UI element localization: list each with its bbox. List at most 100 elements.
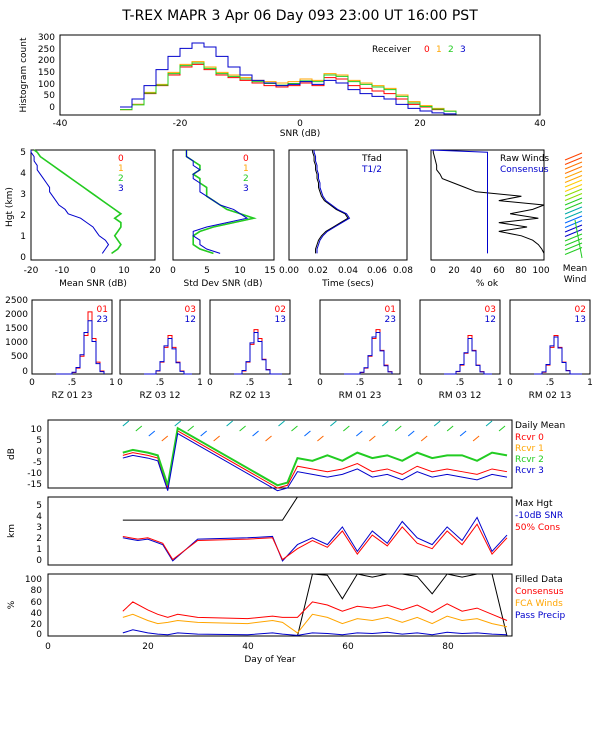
histogram-xlabel: SNR (dB) — [280, 129, 320, 139]
profile4-xticks: 0 20 40 60 80 100 — [430, 266, 550, 276]
wind-barb — [564, 211, 583, 219]
daily-wind-barb — [472, 435, 480, 442]
profile1-legend: 0 1 2 3 — [118, 154, 124, 194]
percent-xtick: 40 — [242, 642, 254, 652]
percent-series-Pass Precip — [122, 629, 508, 636]
percent-series — [122, 573, 508, 637]
profile1-xlabel: Mean SNR (dB) — [59, 279, 127, 289]
wind-label-2: Wind — [564, 275, 587, 285]
corr-xtick: 0 — [317, 378, 323, 388]
p4-xtick: 0 — [430, 266, 436, 276]
hist-ytick: 300 — [38, 33, 55, 43]
hist-xtick: 20 — [414, 119, 426, 129]
height-legend-snr: -10dB SNR — [515, 511, 563, 521]
histogram-xticks: -40 -20 0 20 40 — [53, 119, 546, 129]
daily-ytick: -15 — [27, 480, 42, 490]
corr-xlabel: RM 02 13 — [529, 391, 572, 401]
wind-label: Mean Wind — [563, 264, 588, 285]
profile-ytick: 2 — [20, 211, 26, 221]
profile3-frame — [288, 149, 408, 261]
percent-ytick: 80 — [31, 586, 43, 596]
time-series — [312, 150, 351, 254]
profile-ytick: 5 — [20, 148, 26, 158]
p1-xtick: -20 — [24, 266, 39, 276]
histogram-panel: Histogram count SNR (dB) 300 250 200 150… — [19, 33, 546, 139]
corr-frame — [209, 299, 291, 375]
daily-ytick: -5 — [33, 458, 42, 468]
corr-series-RM 13 — [534, 336, 582, 375]
height-ytick: 1 — [36, 545, 42, 555]
daily-wind-barb — [381, 420, 389, 427]
height-ytick: 3 — [36, 523, 42, 533]
height-series — [122, 496, 508, 562]
percent-ytick: 60 — [31, 598, 43, 608]
p4-legend-raw: Raw Winds — [500, 154, 549, 164]
daily-legend-r0: Rcvr 0 — [515, 433, 544, 443]
hist-xtick: -20 — [173, 119, 188, 129]
corr-tag-a: 02 — [575, 305, 586, 315]
profile-ytick: 3 — [20, 190, 26, 200]
percent-ytick: 20 — [31, 620, 43, 630]
daily-wind-barb — [174, 420, 182, 427]
daily-wind-barb — [161, 435, 169, 442]
corr-ytick: 1500 — [5, 324, 28, 334]
percent-series-FCA Winds — [122, 613, 508, 634]
corr-tag-b: 12 — [185, 315, 196, 325]
wind-barb — [564, 175, 583, 183]
p1-legend-3: 3 — [118, 184, 124, 194]
corr-xtick: .5 — [246, 378, 255, 388]
corr-ytick: 500 — [11, 352, 28, 362]
daily-legend-r2: Rcvr 2 — [515, 455, 544, 465]
percent-ylabel: % — [7, 600, 17, 609]
height-ytick: 4 — [36, 512, 42, 522]
profile-ytick: 4 — [20, 169, 26, 179]
percent-series-Consensus — [122, 601, 508, 621]
p2-legend-2: 2 — [243, 174, 249, 184]
corr-tag-b: 23 — [385, 315, 396, 325]
corr-xtick: 0 — [207, 378, 213, 388]
wind-barb — [564, 193, 583, 201]
corr-series-RZ 23 — [56, 320, 105, 375]
p2-xtick: 0 — [170, 266, 176, 276]
wind-barb — [564, 179, 583, 188]
p2-legend-0: 0 — [243, 154, 249, 164]
corr-series-RM 12 — [444, 337, 492, 375]
profile-ylabel: Hgt (km) — [5, 187, 15, 227]
legend-r1: 1 — [436, 45, 442, 55]
wind-barb — [564, 202, 583, 210]
percent-yticks: 100 80 60 40 20 0 — [25, 575, 42, 640]
corr-tag-b: 12 — [485, 315, 496, 325]
daily-frame — [47, 419, 513, 489]
corr-ytick: 2500 — [5, 296, 28, 306]
corr-tag-b: 23 — [97, 315, 108, 325]
corr-tag-a: 01 — [97, 305, 108, 315]
corr-xtick: 1 — [197, 378, 203, 388]
profile-series-3 — [185, 150, 249, 254]
p1-legend-0: 0 — [118, 154, 124, 164]
corr-ytick: 1000 — [5, 338, 28, 348]
corr-yticks: 2500 2000 1500 1000 500 0 — [5, 296, 28, 377]
p3-xtick: 0.06 — [367, 266, 387, 276]
wind-barb — [564, 152, 583, 161]
corr-ytick: 0 — [22, 367, 28, 377]
profile2-xlabel: Std Dev SNR (dB) — [184, 279, 263, 289]
p3-xtick: 0.02 — [308, 266, 328, 276]
wind-barb — [564, 184, 583, 192]
p1-xtick: 10 — [118, 266, 130, 276]
daily-wind-barb — [265, 435, 272, 442]
histogram-ylabel: Histogram count — [19, 37, 29, 112]
daily-wind-barb — [200, 430, 207, 437]
corr-xlabel: RM 03 12 — [439, 391, 482, 401]
daily-wind-barb — [459, 430, 467, 437]
daily-wind-barb — [226, 420, 233, 427]
percent-ytick: 40 — [31, 609, 43, 619]
hist-ytick: 50 — [44, 91, 56, 101]
profile-series-3 — [30, 150, 110, 254]
daily-wind-barb — [213, 435, 220, 442]
